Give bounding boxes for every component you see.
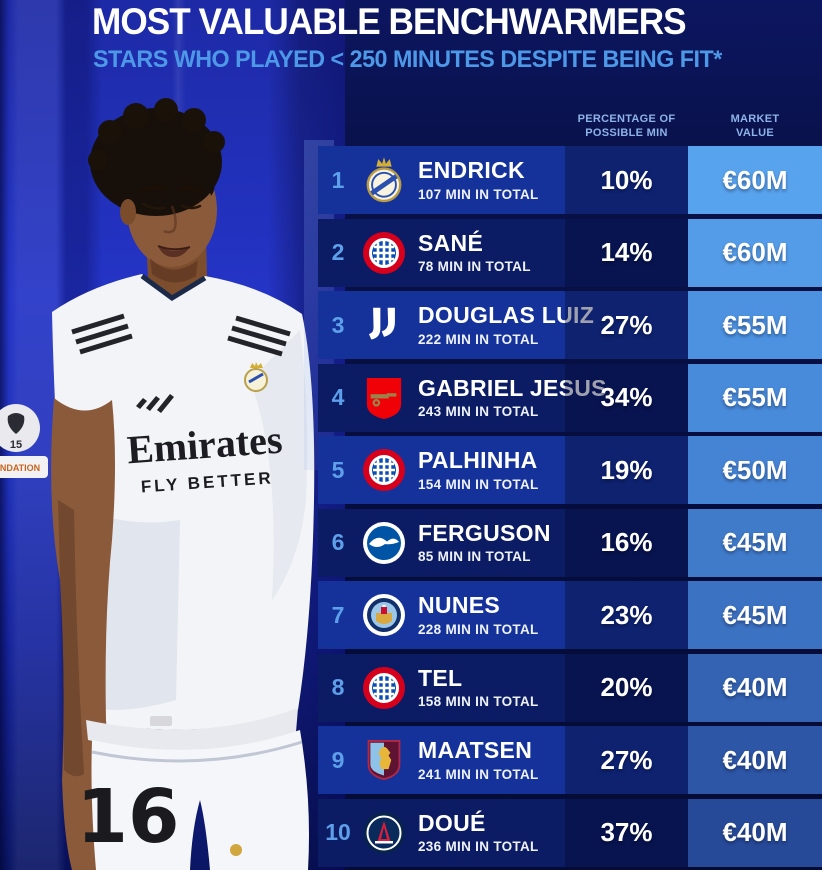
player-name: NUNES [418,592,501,619]
player-name: GABRIEL JESUS [418,374,607,401]
rank-number: 2 [331,239,345,265]
player-cell: PALHINHA 154 MIN IN TOTAL [410,436,565,504]
ucl-starball-patch-icon: 15 [0,404,40,452]
player-cell: SANÉ 78 MIN IN TOTAL [410,219,565,287]
player-name: SANÉ [418,229,484,256]
table-row: 1 ENDRICK 107 MIN IN TOTAL 10% €60M [318,146,822,214]
player-cell: ENDRICK 107 MIN IN TOTAL [410,146,565,214]
table-row: 6 FERGUSON 85 MIN IN TOTAL 16% €45M [318,508,822,577]
rank-number: 6 [331,529,345,555]
player-photo: Emirates FLY BETTER 15 NDATION 16 [0,98,315,870]
page-title: MOST VALUABLE BENCHWARMERS [92,1,687,42]
player-cell: DOUGLAS LUIZ 222 MIN IN TOTAL [410,291,595,359]
player-cell: NUNES 228 MIN IN TOTAL [410,581,565,649]
shorts-number: 16 [77,774,180,860]
percentage-value: 27% [565,291,688,359]
minutes-total: 243 MIN IN TOTAL [418,404,539,420]
jersey-sponsor-text: Emirates [125,417,283,473]
percentage-value: 34% [565,363,688,432]
percentage-value: 16% [565,508,688,577]
player-cell: FERGUSON 85 MIN IN TOTAL [410,509,565,577]
rank-number: 1 [331,166,345,193]
player-name: TEL [418,664,463,691]
minutes-total: 222 MIN IN TOTAL [418,331,539,347]
background-panel: Emirates FLY BETTER 15 NDATION 16 [0,0,345,870]
table-row: 8 TEL 158 MIN IN TOTAL 20% €40M [318,653,822,722]
minutes-total: 241 MIN IN TOTAL [418,766,539,782]
rank-number: 7 [331,601,345,628]
juventus-badge-icon [358,291,410,359]
market-value: €55M [688,291,822,359]
percentage-value: 19% [565,436,688,504]
market-value: €45M [688,508,822,577]
table-row: 5 PALHINHA 154 MIN IN TOTAL 19% €50M [318,436,822,504]
percentage-value: 23% [565,581,688,649]
psg-badge-icon [358,799,410,867]
market-value: €45M [688,581,822,649]
minutes-total: 228 MIN IN TOTAL [418,621,539,637]
real-madrid-badge-icon [358,146,410,214]
table-row: 9 MAATSEN 241 MIN IN TOTAL 27% €40M [318,726,822,794]
table-row: 2 SANÉ 78 MIN IN TOTAL 14% €60M [318,218,822,287]
market-value: €40M [688,653,822,722]
player-cell: MAATSEN 241 MIN IN TOTAL [410,726,565,794]
bayern-munich-badge-icon [358,654,410,722]
minutes-total: 78 MIN IN TOTAL [418,259,531,275]
rank-number: 9 [331,746,345,773]
rank-number: 3 [331,311,345,338]
minutes-total: 85 MIN IN TOTAL [418,549,531,565]
page-subtitle: STARS WHO PLAYED < 250 MINUTES DESPITE B… [93,46,722,74]
percentage-value: 14% [565,218,688,287]
benchwarmers-table: 1 ENDRICK 107 MIN IN TOTAL 10% €60M 2 SA… [318,146,822,870]
table-row: 4 GABRIEL JESUS 243 MIN IN TOTAL 34% €55… [318,363,822,432]
table-row: 3 DOUGLAS LUIZ 222 MIN IN TOTAL 27% €55M [318,291,822,359]
market-value: €40M [688,798,822,867]
bayern-munich-badge-icon [358,219,410,287]
market-value: €60M [688,218,822,287]
aston-villa-badge-icon [358,726,410,794]
minutes-total: 158 MIN IN TOTAL [418,694,539,710]
player-name: DOUGLAS LUIZ [418,302,595,329]
player-name: FERGUSON [418,519,551,546]
bayern-munich-badge-icon [358,436,410,504]
svg-text:15: 15 [10,439,22,451]
player-cell: TEL 158 MIN IN TOTAL [410,654,565,722]
player-name: PALHINHA [418,447,538,474]
percentage-value: 20% [565,653,688,722]
market-value: €40M [688,726,822,794]
rank-number: 4 [331,384,345,410]
percentage-value: 27% [565,726,688,794]
player-cell: GABRIEL JESUS 243 MIN IN TOTAL [410,364,607,432]
table-row: 7 NUNES 228 MIN IN TOTAL 23% €45M [318,581,822,649]
rank-number: 8 [331,674,345,700]
arsenal-badge-icon [358,364,410,432]
adidas-logo-icon [136,394,174,413]
percentage-value: 10% [565,146,688,214]
minutes-total: 107 MIN IN TOTAL [418,186,539,202]
foundation-patch: NDATION [0,456,48,478]
rank-number: 5 [331,456,345,483]
foundation-patch-label: NDATION [0,463,40,473]
market-value: €55M [688,363,822,432]
percentage-value: 37% [565,798,688,867]
player-cell: DOUÉ 236 MIN IN TOTAL [410,799,565,867]
rank-number: 10 [325,819,351,845]
column-header-percentage: PERCENTAGE OF POSSIBLE MIN [577,113,676,140]
minutes-total: 154 MIN IN TOTAL [418,476,539,492]
market-value: €60M [688,146,822,214]
table-row: 10 DOUÉ 236 MIN IN TOTAL 37% €40M [318,798,822,867]
player-name: MAATSEN [418,737,533,764]
market-value: €50M [688,436,822,504]
column-header-market-value: MARKET VALUE [730,113,780,140]
man-city-badge-icon [358,581,410,649]
player-name: ENDRICK [418,157,525,184]
brighton-badge-icon [358,509,410,577]
minutes-total: 236 MIN IN TOTAL [418,839,539,855]
player-name: DOUÉ [418,809,486,836]
chest-crest-icon [244,362,268,392]
